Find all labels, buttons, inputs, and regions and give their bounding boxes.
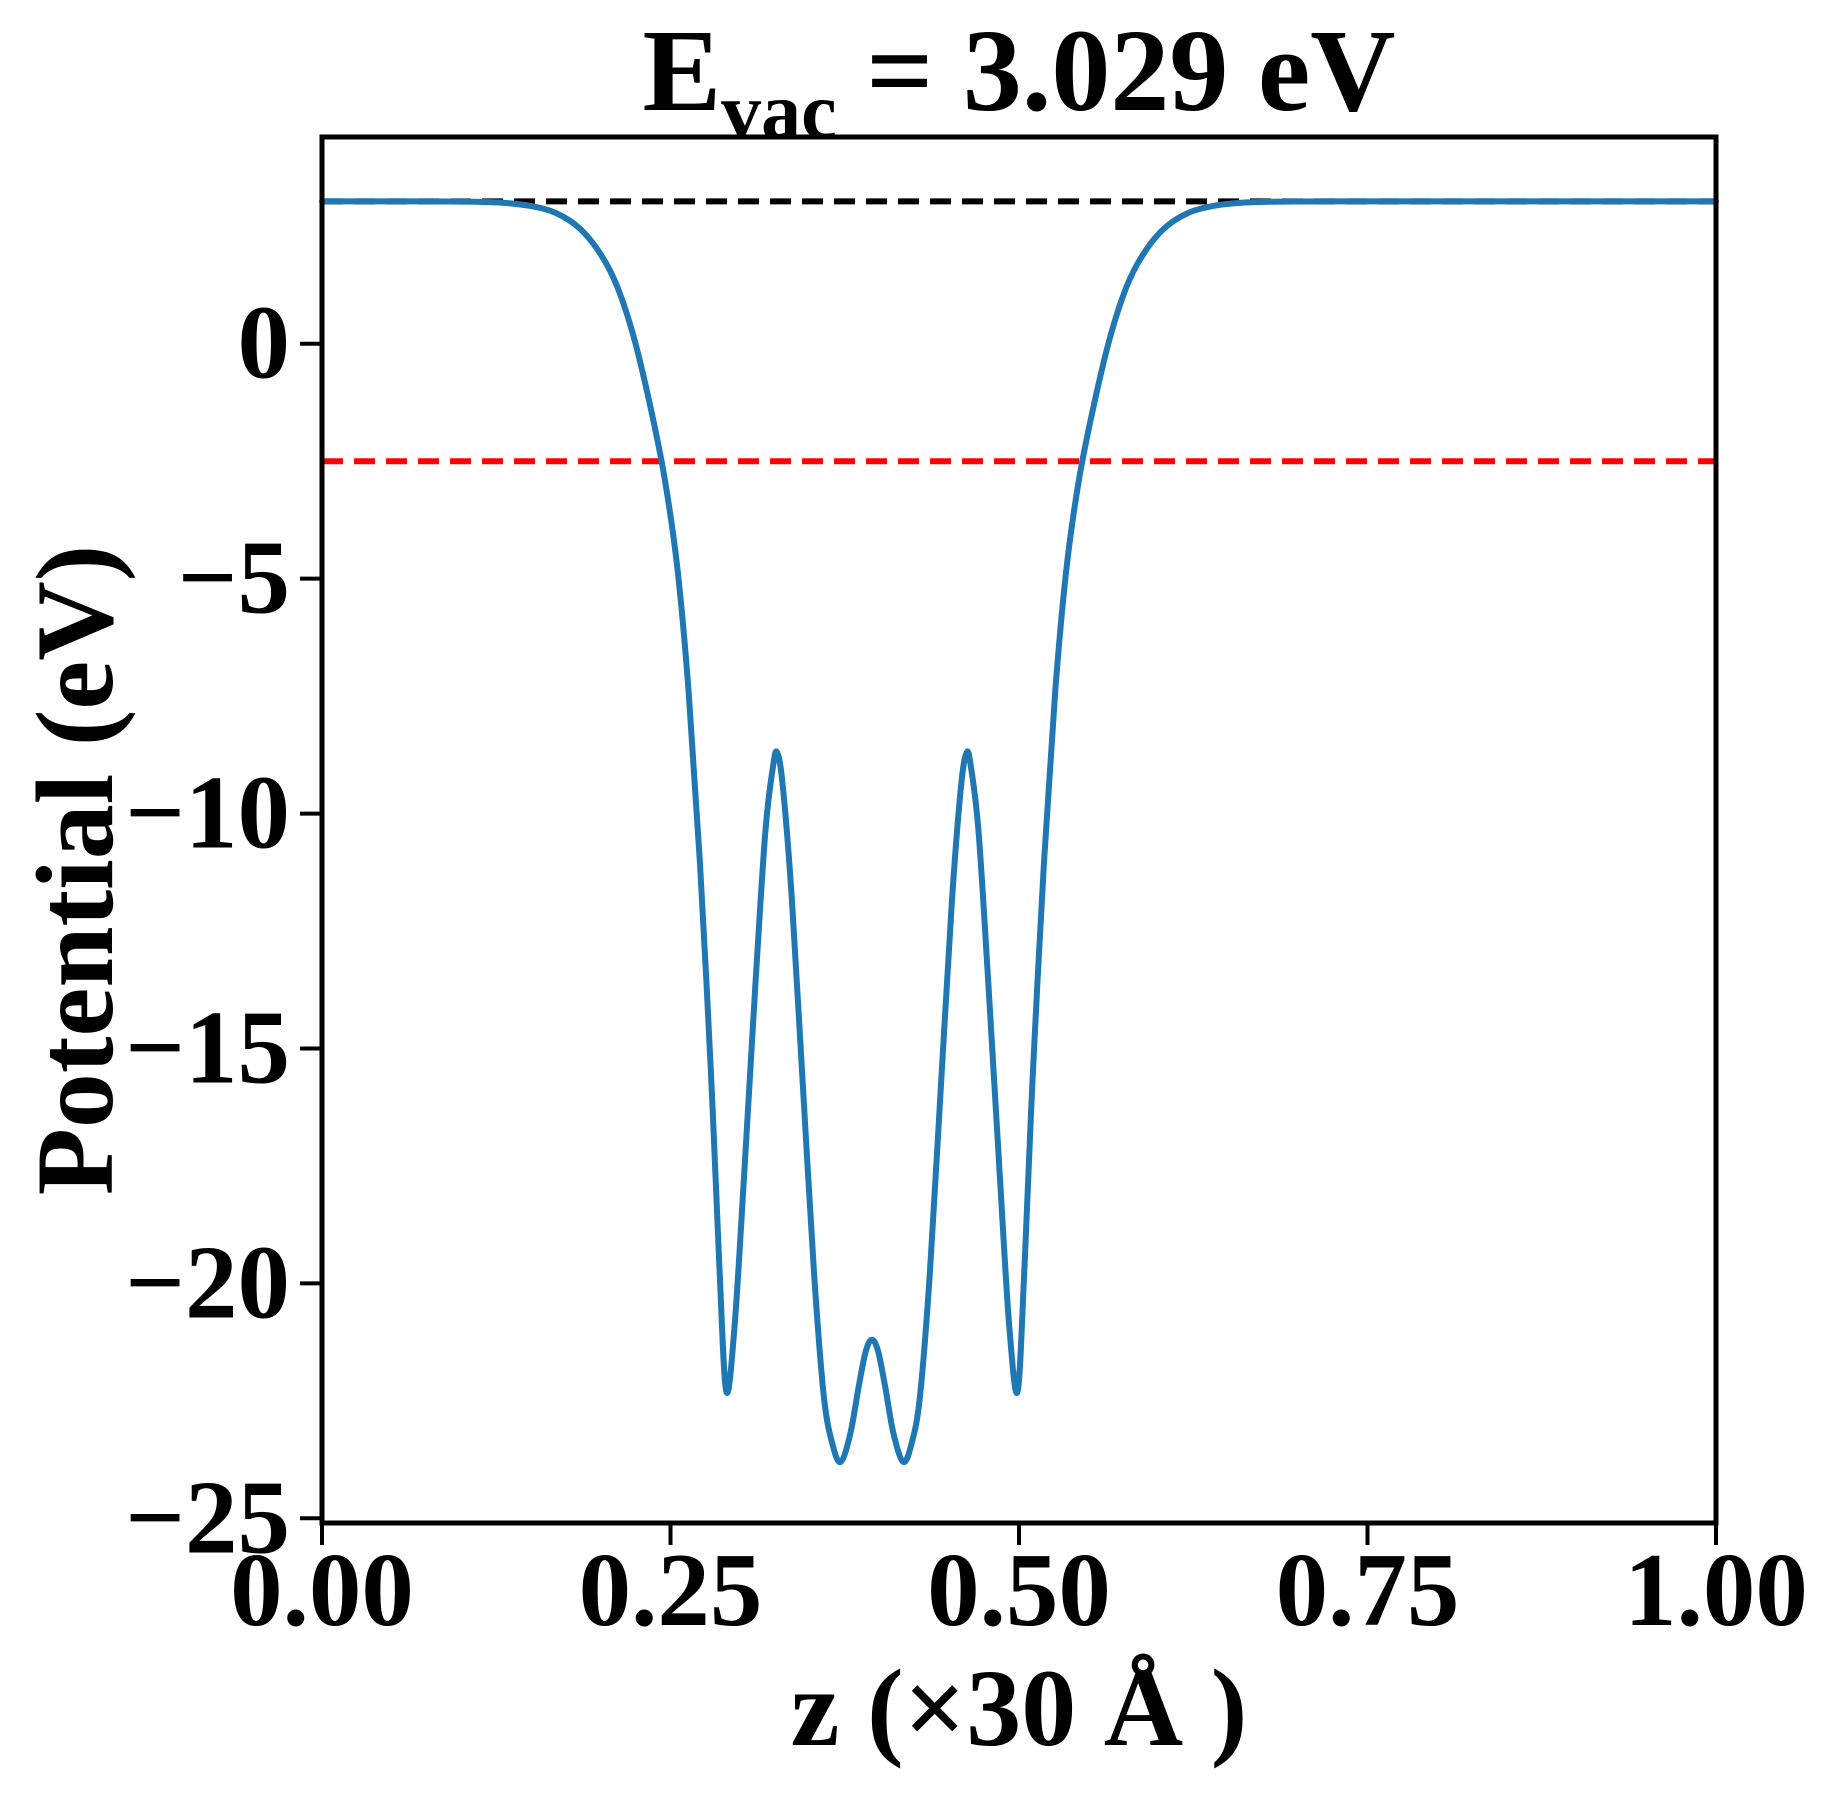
title-base: E <box>642 5 721 136</box>
x-tick-label: 0.50 <box>927 1531 1111 1648</box>
planar-averaged-potential-curve <box>319 198 1719 1466</box>
y-tick-label: −5 <box>178 519 290 636</box>
x-tick-label: 0.75 <box>1276 1531 1460 1648</box>
y-tick-label: 0 <box>238 284 291 401</box>
title-rest: = 3.029 eV <box>837 5 1396 136</box>
y-tick-label: −25 <box>125 1458 290 1575</box>
y-tick-label: −10 <box>125 754 290 871</box>
plot-area: 0.00 0.25 0.50 0.75 1.00 0 −5 −10 −15 −20 −25 <box>125 134 1808 1648</box>
title-subscript: vac <box>721 68 837 156</box>
x-tick-label: 0.00 <box>230 1531 414 1648</box>
y-axis-label: Potential (eV) <box>14 545 136 1196</box>
y-tick-label: −15 <box>125 989 290 1106</box>
x-tick-label: 0.25 <box>579 1531 763 1648</box>
chart-title: Evac = 3.029 eV <box>642 5 1395 156</box>
axes-spines <box>319 134 1719 1526</box>
y-tick-label: −20 <box>125 1223 290 1340</box>
x-axis-label: z (×30 Å ) <box>791 1647 1248 1769</box>
x-tick-label: 1.00 <box>1624 1531 1808 1648</box>
